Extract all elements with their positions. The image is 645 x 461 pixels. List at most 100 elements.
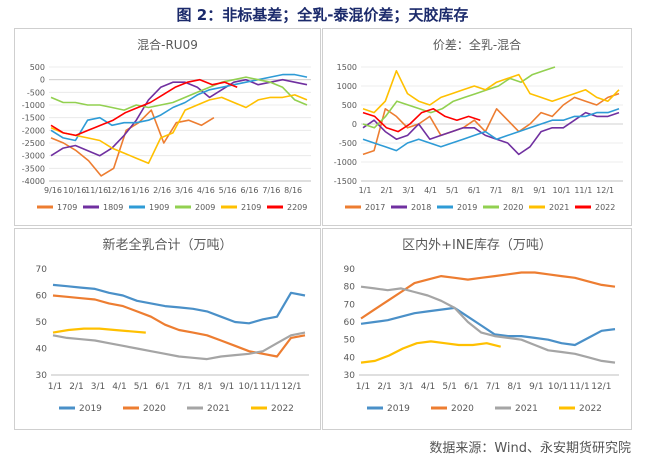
y-tick-label: -3500 <box>22 164 45 173</box>
legend-label-2019: 2019 <box>457 203 477 212</box>
series-line-2209 <box>50 78 238 137</box>
x-tick-label: 2/1 <box>377 382 391 392</box>
series-line-2019 <box>52 283 306 325</box>
legend-label-2020: 2020 <box>451 404 474 414</box>
x-tick-label: 5/1 <box>134 382 148 392</box>
series-line-2009 <box>50 76 308 111</box>
series-line-2022 <box>360 340 501 364</box>
series-line-2022 <box>362 108 481 133</box>
x-tick-label: 9/1 <box>529 382 543 392</box>
chart-panel-bonded-ine-stock: 区内外+INE库存（万吨） 90 80 70 60 50 40 30 1/1 2/1 3/1 4/1 5… <box>322 228 632 430</box>
legend-label-2021: 2021 <box>549 203 569 212</box>
x-tick-label: 2/1 <box>380 186 393 195</box>
y-tick-label: 1500 <box>337 63 357 72</box>
y-tick-label: 500 <box>342 101 357 110</box>
x-tick-label: 6/1 <box>464 382 478 392</box>
series-line-2020 <box>360 271 616 320</box>
chart-panel-price-spread: 价差：全乳-混合 1500 1000 500 0 -500 -1000 -1500 1/1 2/1… <box>322 28 632 226</box>
x-tick-label: 1/1 <box>359 186 372 195</box>
y-tick-label: 50 <box>344 336 356 346</box>
legend-label-2020: 2020 <box>503 203 523 212</box>
series-line-2018 <box>362 111 620 156</box>
y-tick-label: 70 <box>36 265 48 275</box>
x-tick-label: 10/1 <box>553 186 571 195</box>
y-tick-label: 80 <box>344 283 356 293</box>
x-tick-label: 8/1 <box>198 382 212 392</box>
x-tick-label: 1/16 <box>131 186 149 195</box>
legend-label-2022: 2022 <box>595 203 615 212</box>
x-tick-label: 1/1 <box>48 382 62 392</box>
y-tick-label: 40 <box>36 345 48 355</box>
y-tick-label: -3000 <box>22 152 45 161</box>
x-tick-label: 10/16 <box>63 186 86 195</box>
chart-title: 新老全乳合计（万吨） <box>102 237 232 253</box>
x-tick-label: 11/1 <box>570 382 590 392</box>
y-tick-label: 0 <box>40 76 45 85</box>
legend-label-2020: 2020 <box>143 404 166 414</box>
x-tick-label: 6/16 <box>241 186 259 195</box>
x-tick-label: 7/1 <box>177 382 191 392</box>
chart-panel-blend-basis: 混合-RU09 500 0 -500 -1000 -1500 -2000 -2500 -3000… <box>14 28 321 226</box>
chart-svg-whole-milk-total: 新老全乳合计（万吨） 70 60 50 40 301/1 2/1 3/1 4/1 5/1 6/1 7/… <box>36 237 309 414</box>
y-tick-label: -500 <box>339 139 357 148</box>
x-tick-label: 3/1 <box>399 382 413 392</box>
x-tick-label: 5/16 <box>219 186 237 195</box>
y-tick-label: 1000 <box>337 82 357 91</box>
y-tick-label: -1000 <box>334 158 357 167</box>
legend-label-2009: 2009 <box>195 203 215 212</box>
series-line-1909 <box>50 73 308 142</box>
y-tick-label: 500 <box>30 63 45 72</box>
x-tick-label: 11/16 <box>85 186 108 195</box>
x-tick-label: 6/1 <box>155 382 169 392</box>
x-tick-label: 4/16 <box>197 186 215 195</box>
x-tick-label: 9/1 <box>220 382 234 392</box>
y-tick-label: -1500 <box>22 114 45 123</box>
legend-label-2017: 2017 <box>365 203 385 212</box>
series-line-2109 <box>50 94 308 165</box>
y-tick-label: -2000 <box>22 126 45 135</box>
y-tick-label: 40 <box>344 353 356 363</box>
chart-panel-whole-milk-total: 新老全乳合计（万吨） 70 60 50 40 30 1/1 2/1 3/1 4/1 5/1 6/1 7/… <box>14 228 321 430</box>
source-note: 数据来源：Wind、永安期货研究院 <box>429 441 631 456</box>
x-tick-label: 10/1 <box>238 382 258 392</box>
series-line-1809 <box>50 78 308 157</box>
x-tick-label: 8/1 <box>511 186 524 195</box>
y-tick-label: -4000 <box>22 177 45 186</box>
chart-title: 区内外+INE库存（万吨） <box>402 237 552 253</box>
legend-label-2021: 2021 <box>515 404 538 414</box>
x-tick-label: 3/16 <box>175 186 193 195</box>
x-tick-label: 9/16 <box>44 186 62 195</box>
x-tick-label: 3/1 <box>91 382 105 392</box>
legend-label-2019: 2019 <box>79 404 102 414</box>
y-tick-label: 60 <box>36 292 48 302</box>
legend-label-2022: 2022 <box>579 404 602 414</box>
series-line-2019 <box>362 108 620 152</box>
series-line-2021 <box>362 69 620 114</box>
series-line-2021 <box>52 331 306 361</box>
y-tick-label: 0 <box>352 120 357 129</box>
legend-label-2209: 2209 <box>287 203 307 212</box>
x-tick-label: 12/1 <box>591 382 611 392</box>
series-line-2021 <box>360 285 616 364</box>
x-tick-label: 11/1 <box>574 186 592 195</box>
series-line-1709 <box>50 109 215 177</box>
x-tick-label: 4/1 <box>424 186 437 195</box>
y-tick-label: 30 <box>344 371 356 381</box>
legend-label-2019: 2019 <box>387 404 410 414</box>
x-tick-label: 6/1 <box>468 186 481 195</box>
x-tick-label: 12/1 <box>596 186 614 195</box>
figure-title: 图 2：非标基差；全乳-泰混价差；天胶库存 <box>176 6 469 24</box>
y-tick-label: 60 <box>344 318 356 328</box>
x-tick-label: 8/16 <box>284 186 302 195</box>
x-tick-label: 4/1 <box>112 382 126 392</box>
x-tick-label: 9/1 <box>533 186 546 195</box>
x-tick-label: 8/1 <box>507 382 521 392</box>
x-tick-label: 12/1 <box>281 382 301 392</box>
chart-title: 混合-RU09 <box>137 37 198 52</box>
y-tick-label: -1000 <box>22 101 45 110</box>
y-tick-label: 50 <box>36 318 48 328</box>
x-tick-label: 7/1 <box>486 382 500 392</box>
series-line-2020 <box>52 294 306 358</box>
legend-label-2018: 2018 <box>411 203 431 212</box>
